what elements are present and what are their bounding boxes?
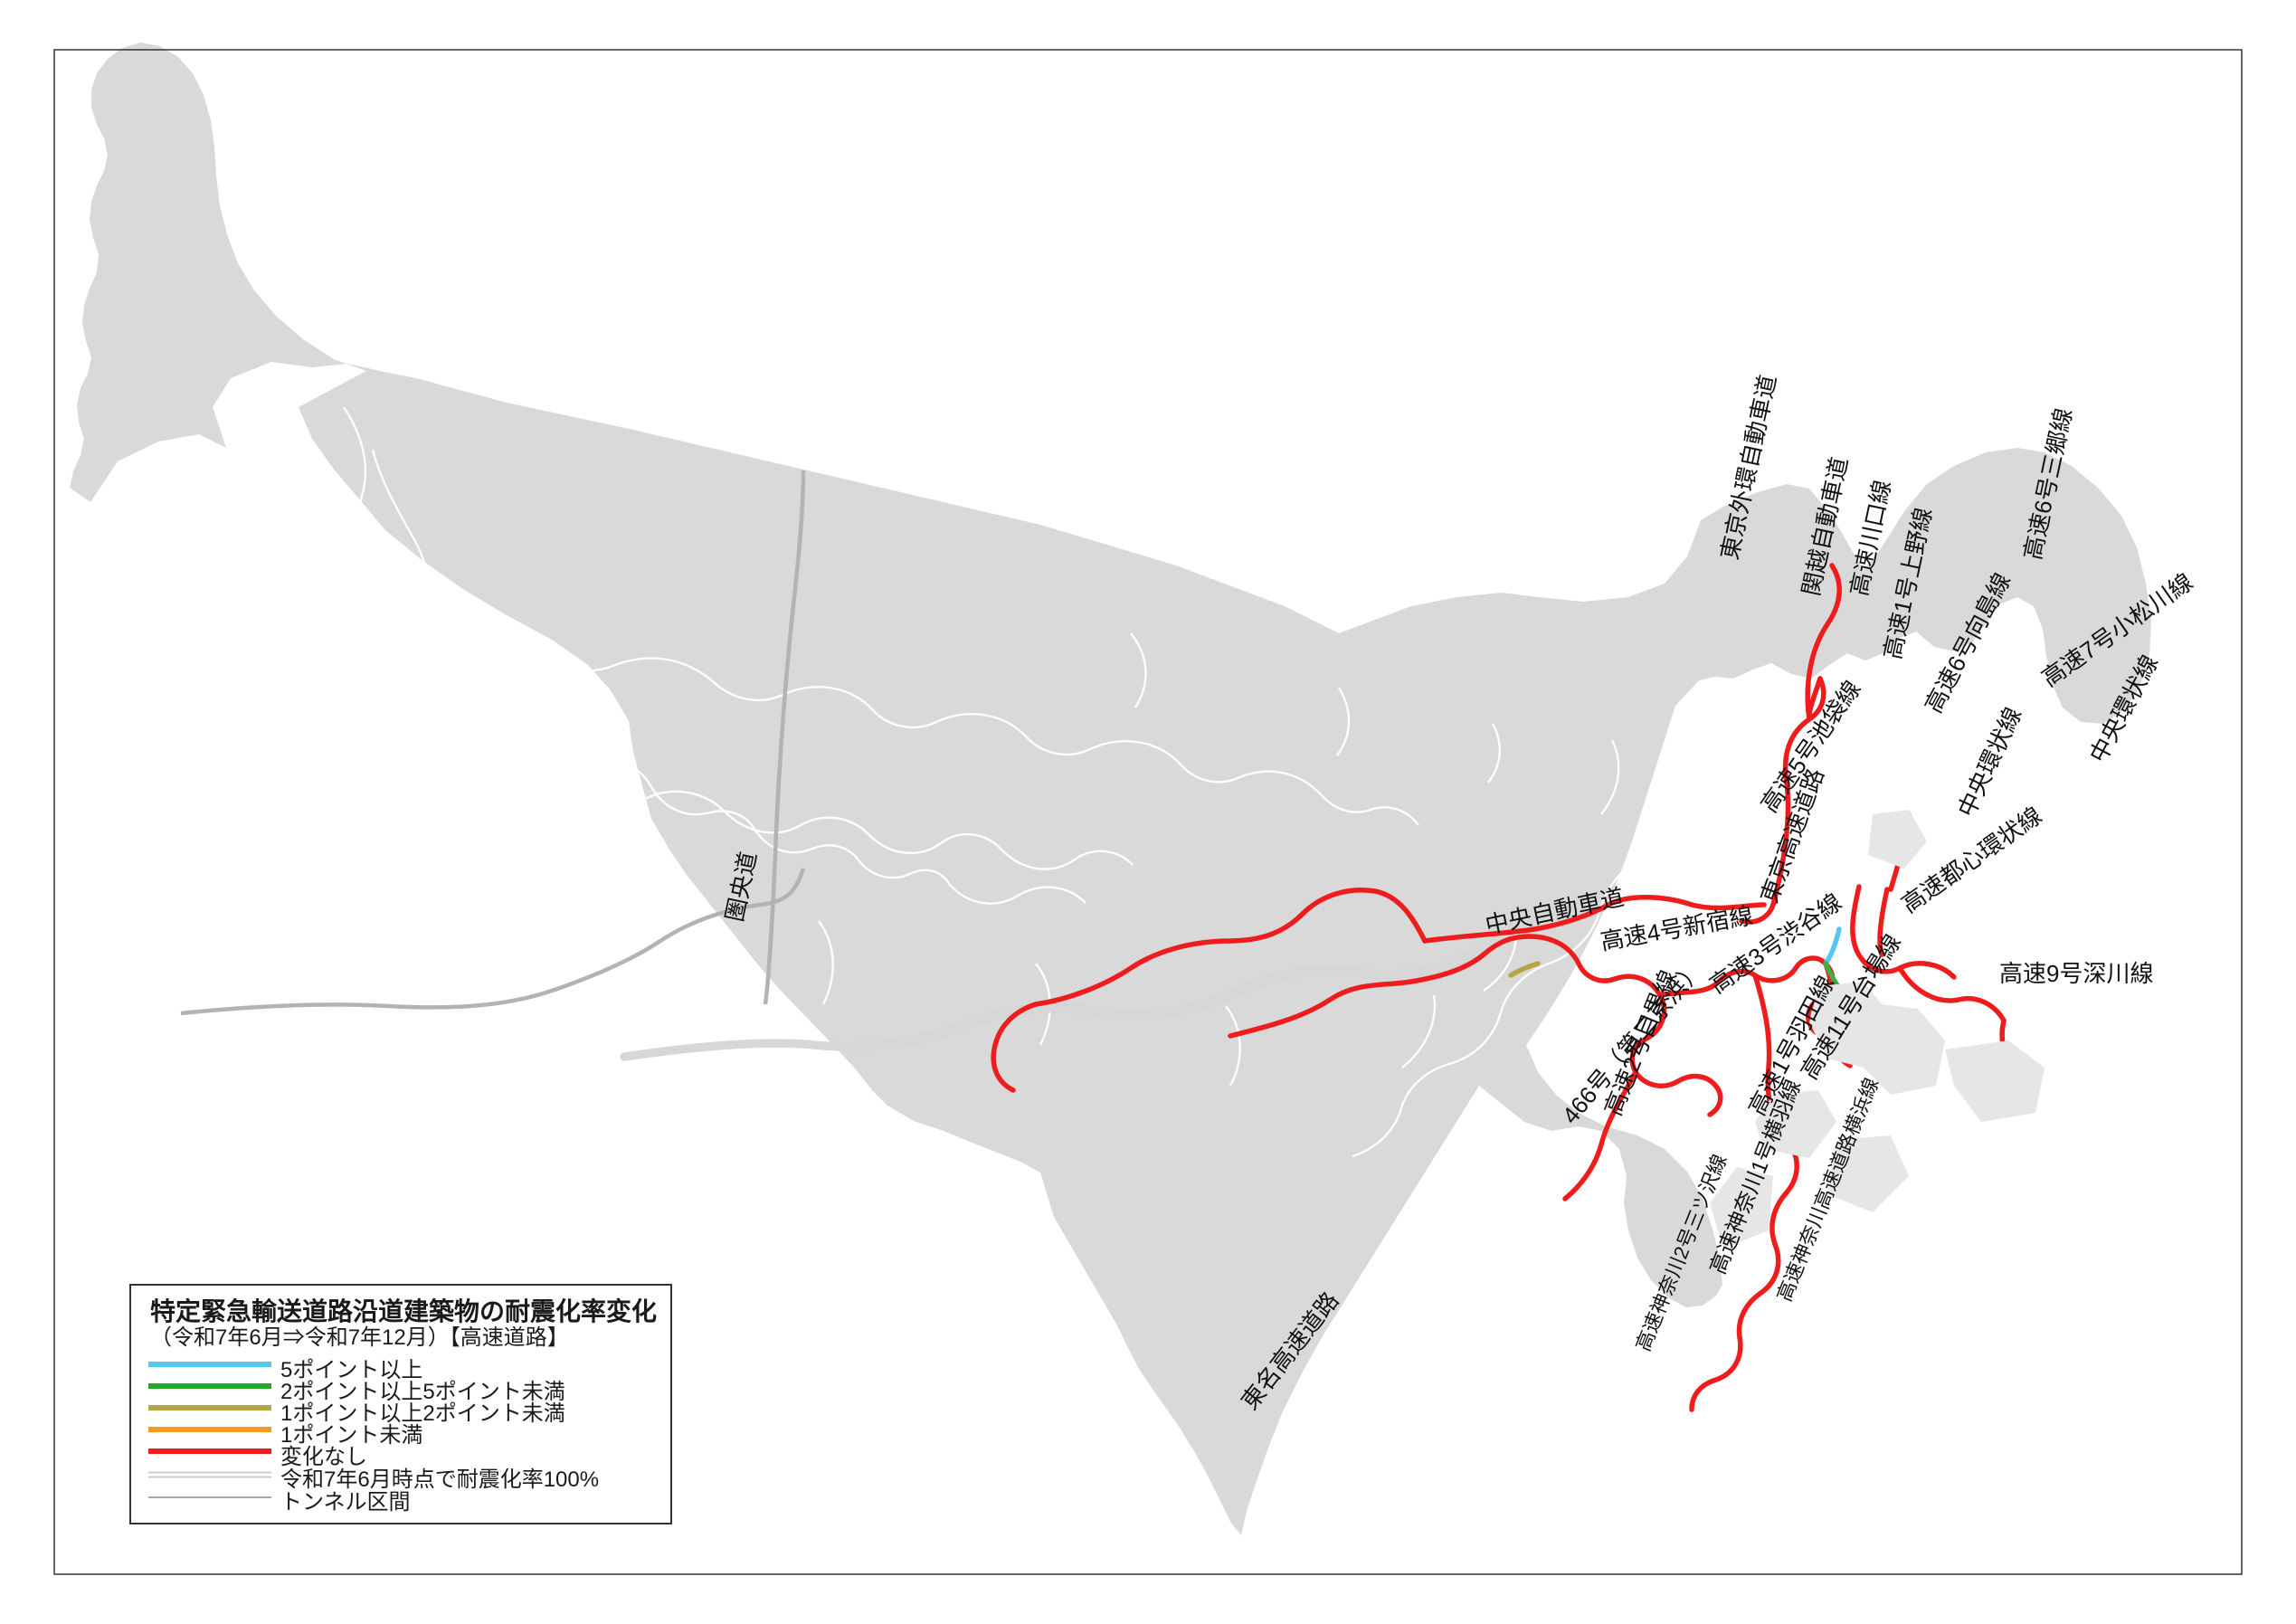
svg-text:高速2号目黒線: 高速2号目黒線	[1599, 966, 1683, 1119]
svg-text:高速9号深川線: 高速9号深川線	[1999, 960, 2153, 987]
svg-text:中央環状線: 中央環状線	[1952, 703, 2026, 821]
